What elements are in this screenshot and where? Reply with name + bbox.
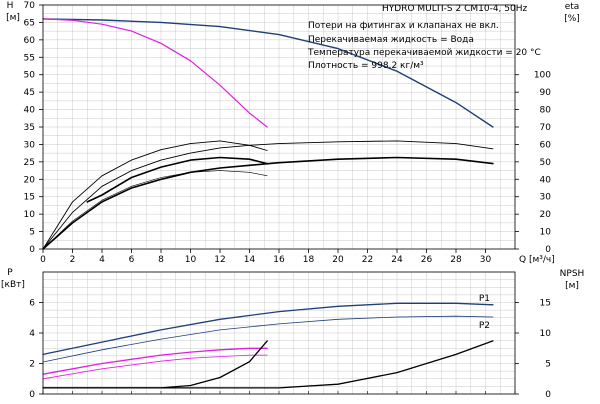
x-tick-label: 22 (362, 255, 373, 265)
series-line (42, 18, 268, 128)
y-left-tick-label: 20 (24, 175, 36, 185)
series-line (42, 140, 268, 250)
x-tick-label: 2 (70, 255, 76, 265)
series-line (42, 18, 494, 128)
series-label: P1 (479, 294, 490, 304)
y-right-tick-label: 100 (534, 71, 551, 81)
y-left-tick-label: 6 (29, 299, 35, 309)
series-line (42, 140, 494, 250)
y-left-tick-label: 30 (24, 140, 36, 150)
note-line: Перекачиваемая жидкость = Вода (308, 35, 474, 45)
x-tick-label: 28 (450, 255, 462, 265)
x-tick-label: 8 (158, 255, 164, 265)
x-tick-label: 18 (303, 255, 315, 265)
series-line (42, 354, 268, 380)
series-line (86, 156, 268, 203)
x-tick-label: 30 (480, 255, 492, 265)
y-left-tick-label: 40 (24, 106, 36, 116)
x-tick-label: 4 (99, 255, 105, 265)
note-line: Плотность = 998.2 кг/м³ (308, 61, 424, 71)
series-label: P2 (479, 321, 490, 331)
y-left-tick-label: 5 (29, 228, 35, 238)
x-tick-label: 24 (391, 255, 403, 265)
x-tick-label: 20 (332, 255, 344, 265)
x-tick-label: 10 (185, 255, 197, 265)
x-tick-label: 26 (421, 255, 433, 265)
x-tick-label: 12 (214, 255, 225, 265)
note-line: Потери на фитингах и клапанах не вкл. (308, 21, 499, 31)
y-left-tick-label: 65 (24, 18, 35, 28)
series-line (42, 315, 494, 363)
y-left-tick-label: 15 (24, 193, 35, 203)
y-right-tick-label: 10 (540, 329, 552, 339)
y-left-tick-label: 70 (24, 1, 36, 11)
y-left-tick-label: 25 (24, 158, 35, 168)
y-left-tick-label: 50 (24, 71, 36, 81)
y-right-axis-label: eta (565, 2, 580, 12)
y-left-tick-label: 55 (24, 53, 35, 63)
y-left-tick-label: 35 (24, 123, 35, 133)
y-right-axis-label: NPSH (560, 269, 585, 279)
y-right-tick-label: 90 (540, 88, 552, 98)
y-right-tick-label: 80 (540, 106, 552, 116)
y-right-axis-unit: [м] (565, 281, 579, 291)
series-line (42, 340, 494, 389)
y-left-tick-label: 0 (29, 245, 35, 255)
series-line (42, 347, 268, 375)
y-left-axis-label: P (7, 268, 13, 278)
y-left-tick-label: 60 (24, 36, 36, 46)
chart-title: HYDRO MULTI-S 2 CM10-4, 50Hz (382, 4, 527, 14)
y-right-tick-label: 15 (540, 299, 551, 309)
x-tick-label: 16 (273, 255, 285, 265)
y-right-tick-label: 0 (545, 390, 551, 400)
x-tick-label: 6 (129, 255, 135, 265)
y-right-tick-label: 20 (540, 210, 552, 220)
y-right-tick-label: 60 (540, 140, 552, 150)
y-left-tick-label: 2 (29, 360, 35, 370)
note-line: Температура перекачиваемой жидкости = 20… (307, 48, 541, 58)
y-left-tick-label: 45 (24, 88, 35, 98)
y-right-tick-label: 40 (540, 175, 552, 185)
y-left-axis-label: H (7, 1, 14, 11)
y-right-tick-label: 10 (540, 228, 552, 238)
y-left-tick-label: 10 (24, 210, 36, 220)
y-right-tick-label: 30 (540, 193, 552, 203)
x-tick-label: 14 (244, 255, 256, 265)
y-right-tick-label: 0 (545, 245, 551, 255)
x-axis-label: Q [м³/ч] (519, 255, 555, 265)
series-line (42, 302, 494, 356)
y-left-tick-label: 0 (29, 390, 35, 400)
y-left-axis-unit: [кВт] (1, 280, 25, 290)
series-line (42, 156, 494, 250)
y-right-tick-label: 50 (540, 158, 552, 168)
y-left-tick-label: 4 (29, 329, 35, 339)
y-left-axis-unit: [м] (6, 13, 20, 23)
y-right-tick-label: 5 (545, 360, 551, 370)
y-right-tick-label: 70 (540, 123, 552, 133)
y-right-axis-unit: [%] (564, 14, 580, 24)
series-line (42, 170, 268, 250)
x-tick-label: 0 (40, 255, 46, 265)
